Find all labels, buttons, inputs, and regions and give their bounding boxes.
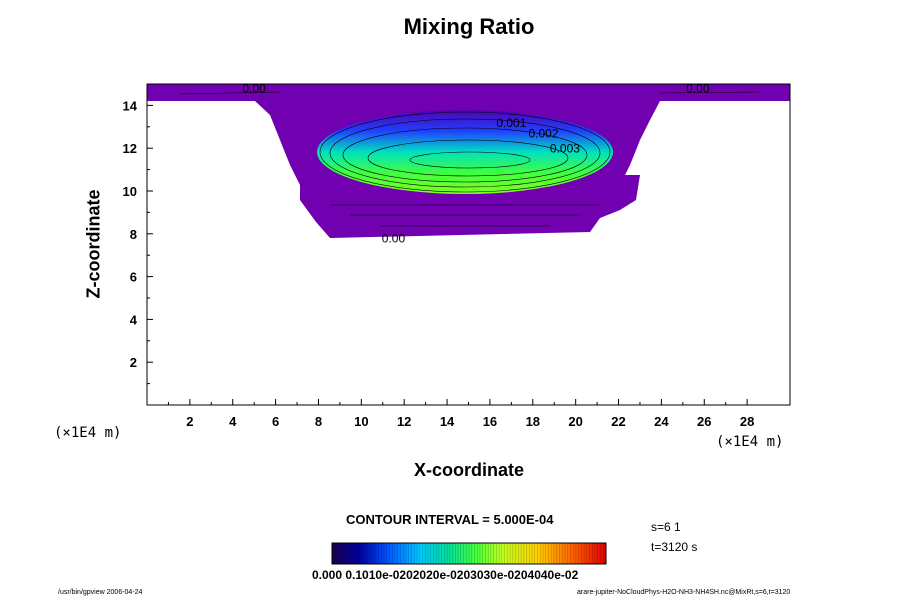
x-tick-label: 10 [354, 414, 368, 429]
footer-command: /usr/bin/gpview 2006-04-24 [58, 589, 143, 596]
x-tick-label: 26 [697, 414, 711, 429]
y-tick-label: 6 [130, 270, 137, 285]
x-tick-label: 16 [483, 414, 497, 429]
x-tick-label: 12 [397, 414, 411, 429]
y-tick-label: 14 [123, 98, 138, 113]
time-label: t=3120 s [651, 540, 698, 554]
mixing-ratio-field [147, 84, 790, 238]
x-tick-label: 28 [740, 414, 754, 429]
x-axis-label: X-coordinate [413, 460, 524, 480]
footer-source: arare-jupiter-NoCloudPhys-H2O-NH3-NH4SH.… [577, 589, 791, 596]
x-tick-label: 14 [440, 414, 455, 429]
x-tick-label: 24 [654, 414, 669, 429]
y-tick-label: 2 [130, 355, 137, 370]
x-tick-label: 18 [526, 414, 540, 429]
contour-ring-2 [329, 118, 601, 188]
contour-line-top-right [659, 91, 761, 94]
x-tick-label: 22 [611, 414, 625, 429]
contour-label: 0.003 [550, 141, 580, 155]
y-tick-label: 12 [123, 141, 137, 156]
chart-title: Mixing Ratio [403, 14, 535, 39]
contour-label: 0.002 [529, 127, 559, 141]
y-unit-label: (×1E4 m) [54, 425, 122, 441]
contour-interval-label: CONTOUR INTERVAL = 5.000E-04 [346, 512, 554, 527]
contour-ring-1 [319, 111, 611, 193]
moisture-lower-layer [300, 175, 640, 238]
x-tick-label: 2 [186, 414, 193, 429]
y-axis-label: Z-coordinate [83, 189, 104, 299]
y-tick-label: 10 [123, 184, 137, 199]
contour-label: 0.00 [242, 82, 266, 96]
contour-ring-3 [342, 127, 588, 183]
colorbar-tick-labels: 0.000 0.1010e-0202020e-0203030e-0204040e… [312, 568, 579, 582]
y-tick-label: 4 [130, 312, 138, 327]
x-tick-label: 20 [568, 414, 582, 429]
y-axis: 2 4 6 8 10 12 14 [123, 98, 153, 385]
contour-label: 0.00 [382, 231, 406, 245]
colorbar-dividers [334, 543, 604, 564]
s-index-label: s=6 1 [651, 520, 681, 534]
x-tick-label: 8 [315, 414, 322, 429]
x-axis: 2 4 6 8 10 12 14 16 18 20 22 24 26 28 [167, 399, 754, 429]
contour-label: 0.001 [496, 116, 526, 130]
contour-ring-4 [367, 139, 569, 177]
contour-label: 0.00 [686, 82, 710, 96]
contour-ring-5 [409, 151, 531, 169]
y-tick-label: 8 [130, 227, 137, 242]
x-unit-label: (×1E4 m) [716, 434, 784, 450]
contour-line-top-left [179, 91, 281, 95]
x-tick-label: 6 [272, 414, 279, 429]
x-tick-label: 4 [229, 414, 237, 429]
